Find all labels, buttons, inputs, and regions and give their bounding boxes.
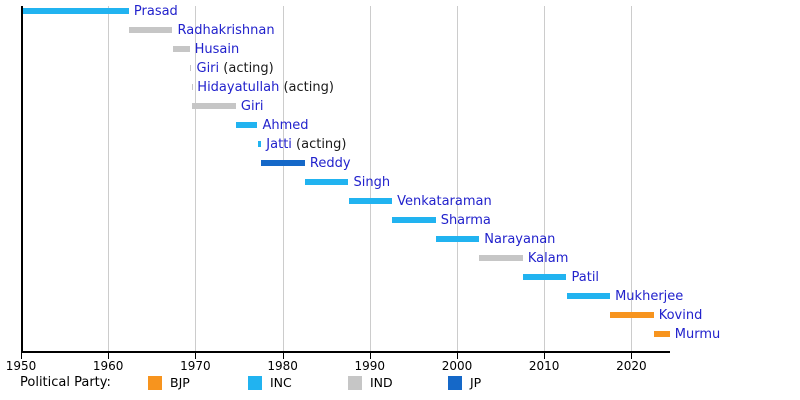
term-bar [435, 236, 480, 242]
decade-gridline [108, 6, 110, 351]
president-label: Prasad [134, 3, 178, 20]
decade-gridline [195, 6, 197, 351]
legend-swatch-inc [248, 376, 262, 390]
legend-label-inc: INC [270, 375, 292, 390]
term-bar [261, 160, 305, 166]
x-axis-tick-label: 2010 [528, 359, 560, 373]
president-label: Sharma [441, 212, 491, 229]
president-name-link[interactable]: Kalam [527, 250, 569, 266]
x-axis-tick [21, 353, 22, 359]
president-name-link[interactable]: Husain [194, 41, 240, 57]
x-axis-line [21, 351, 670, 353]
term-bar [653, 331, 670, 337]
term-bar [257, 141, 262, 147]
legend-swatch-ind [348, 376, 362, 390]
president-label: Narayanan [484, 231, 555, 248]
acting-note: (acting) [279, 79, 334, 95]
president-label: Hidayatullah (acting) [197, 79, 334, 96]
term-bar [479, 255, 523, 261]
x-axis-tick-label: 1960 [92, 359, 124, 373]
term-bar [348, 198, 393, 204]
term-bar [522, 274, 567, 280]
legend-swatch-jp [448, 376, 462, 390]
president-label: Giri (acting) [197, 60, 274, 77]
term-bar [235, 122, 258, 128]
president-label: Ahmed [263, 117, 309, 134]
x-axis-tick-label: 1990 [354, 359, 386, 373]
acting-note: (acting) [291, 136, 347, 152]
legend-title: Political Party: [20, 375, 111, 390]
decade-gridline [631, 6, 633, 351]
x-axis-tick-label: 1950 [5, 359, 37, 373]
president-name-link[interactable]: Murmu [674, 326, 721, 342]
president-label: Giri [241, 98, 264, 115]
president-name-link[interactable]: Singh [353, 174, 391, 190]
x-axis-tick [108, 353, 110, 359]
term-bar [21, 8, 129, 14]
term-bar [172, 46, 190, 52]
president-name-link[interactable]: Sharma [440, 212, 491, 228]
term-bar [304, 179, 349, 185]
decade-gridline [369, 6, 371, 351]
x-axis-tick [369, 353, 371, 359]
term-bar [392, 217, 436, 223]
president-name-link[interactable]: Ahmed [262, 117, 309, 133]
president-label: Husain [195, 41, 240, 58]
x-axis-tick [457, 353, 458, 359]
legend-label-jp: JP [470, 375, 482, 390]
president-label: Kovind [659, 307, 703, 324]
president-label: Kalam [528, 250, 569, 267]
x-axis-tick-label: 2020 [616, 359, 647, 373]
x-axis-tick [544, 353, 546, 359]
president-name-link[interactable]: Radhakrishnan [177, 22, 275, 38]
legend-label-bjp: BJP [170, 375, 190, 390]
president-name-link[interactable]: Patil [571, 269, 600, 285]
x-axis-tick-label: 1970 [180, 359, 211, 373]
president-label: Singh [354, 174, 391, 191]
decade-gridline [544, 6, 546, 351]
term-bar [566, 293, 611, 299]
president-name-link[interactable]: Giri [196, 60, 220, 76]
y-axis-line [21, 6, 23, 353]
president-label: Jatti (acting) [266, 136, 346, 153]
legend-swatch-bjp [148, 376, 162, 390]
president-name-link[interactable]: Giri [240, 98, 264, 114]
president-label: Radhakrishnan [178, 22, 275, 39]
president-label: Mukherjee [615, 288, 683, 305]
president-name-link[interactable]: Kovind [658, 307, 703, 323]
president-name-link[interactable]: Narayanan [484, 231, 556, 247]
term-bar [192, 103, 236, 109]
acting-note: (acting) [219, 60, 274, 76]
president-label: Venkataraman [397, 193, 492, 210]
president-name-link[interactable]: Jatti [266, 136, 292, 152]
president-name-link[interactable]: Hidayatullah [197, 79, 280, 95]
president-name-link[interactable]: Mukherjee [615, 288, 684, 304]
president-name-link[interactable]: Reddy [309, 155, 351, 171]
president-label: Patil [572, 269, 600, 286]
term-bar [191, 84, 193, 90]
term-bar [189, 65, 192, 71]
x-axis-tick [195, 353, 197, 359]
decade-gridline [457, 6, 458, 351]
term-bar [128, 27, 173, 33]
president-label: Reddy [310, 155, 351, 172]
president-label: Murmu [675, 326, 720, 343]
x-axis-tick [631, 353, 633, 359]
decade-gridline [282, 6, 284, 351]
legend-label-ind: IND [370, 375, 393, 390]
x-axis-tick [282, 353, 284, 359]
x-axis-tick-label: 2000 [441, 359, 473, 373]
president-name-link[interactable]: Prasad [133, 3, 178, 19]
president-name-link[interactable]: Venkataraman [397, 193, 492, 209]
term-bar [610, 312, 654, 318]
x-axis-tick-label: 1980 [267, 359, 298, 373]
